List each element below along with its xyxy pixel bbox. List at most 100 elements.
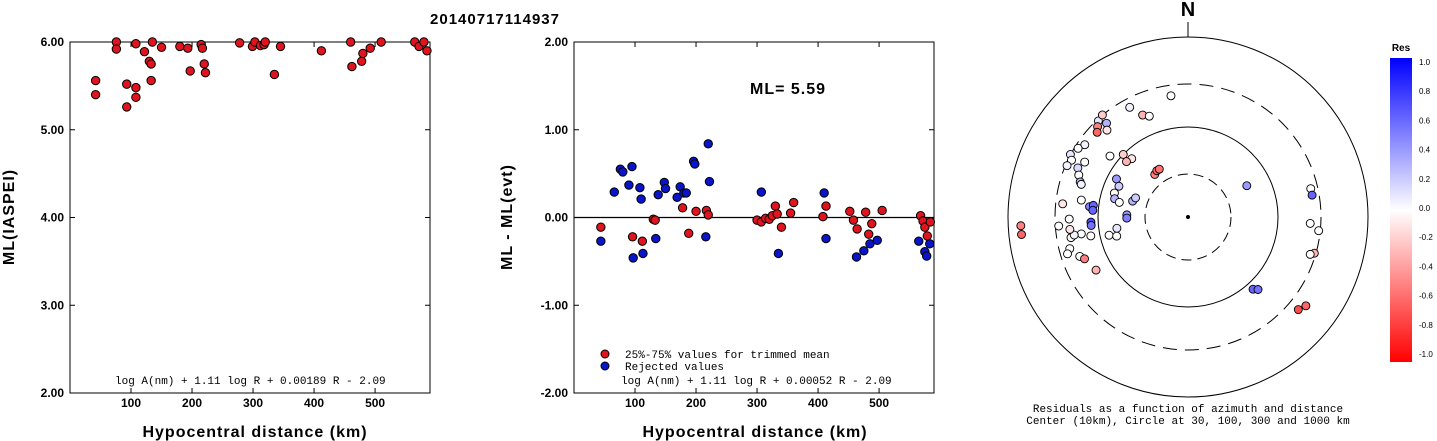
station-point bbox=[1166, 91, 1176, 101]
station-point bbox=[1112, 223, 1122, 233]
x-tick-label: 400 bbox=[304, 396, 324, 410]
data-point bbox=[419, 37, 429, 47]
y-tick-label: 5.00 bbox=[41, 123, 65, 137]
data-point bbox=[185, 66, 195, 76]
data-point bbox=[638, 248, 648, 259]
x-tick-label: 500 bbox=[869, 396, 889, 410]
station-point bbox=[1242, 181, 1252, 191]
legend-label-rejected: Rejected values bbox=[625, 362, 724, 374]
station-point bbox=[1307, 190, 1317, 200]
data-point bbox=[275, 41, 286, 52]
data-point bbox=[345, 37, 356, 47]
x-tick-label: 200 bbox=[686, 396, 706, 410]
x-tick-label: 300 bbox=[747, 396, 767, 410]
data-point bbox=[773, 248, 784, 259]
plot-frame-ml bbox=[69, 41, 431, 394]
data-point bbox=[821, 233, 831, 244]
panel-polar: N Residuals as a function of azimuth and… bbox=[1007, 0, 1369, 428]
station-point bbox=[1112, 174, 1121, 184]
data-point bbox=[914, 236, 924, 246]
station-point bbox=[1076, 229, 1086, 239]
data-point bbox=[200, 68, 211, 78]
data-point bbox=[122, 102, 132, 112]
ml-x-axis-label: Hypocentral distance (km) bbox=[142, 424, 367, 441]
data-point bbox=[925, 217, 936, 227]
station-point bbox=[1080, 140, 1090, 150]
data-point bbox=[234, 38, 245, 48]
station-point bbox=[1122, 157, 1131, 167]
data-point bbox=[867, 218, 877, 229]
station-point bbox=[1092, 127, 1102, 137]
data-point bbox=[925, 239, 935, 249]
station-point bbox=[1301, 301, 1311, 311]
station-point bbox=[1088, 205, 1098, 215]
data-point bbox=[111, 44, 122, 54]
data-point bbox=[122, 79, 132, 89]
data-point bbox=[147, 37, 158, 47]
station-point bbox=[1063, 249, 1072, 259]
station-point bbox=[1305, 249, 1315, 259]
data-point bbox=[183, 43, 193, 53]
station-point bbox=[1114, 181, 1124, 191]
ml-formula: log A(nm) + 1.11 log R + 0.00189 R - 2.0… bbox=[115, 376, 386, 388]
data-point bbox=[635, 182, 645, 193]
data-point bbox=[156, 42, 167, 52]
station-point bbox=[1086, 231, 1096, 241]
data-point bbox=[703, 210, 713, 220]
station-point bbox=[1086, 221, 1096, 230]
data-point bbox=[90, 75, 101, 86]
polar-circle-30km bbox=[1144, 173, 1232, 261]
colorbar: Res 1.0 0.8 0.6 0.4 0.2 0.0 -0.2 -0.4 -0.6 -0.8 -1… bbox=[1390, 43, 1433, 362]
panel-ml: 2.00 3.00 4.00 5.00 6.00 100 200 300 400 500 ML(… bbox=[1, 35, 432, 441]
data-point bbox=[365, 43, 375, 53]
station-point bbox=[1062, 161, 1072, 171]
data-point bbox=[356, 56, 367, 67]
data-point bbox=[90, 89, 101, 100]
station-point bbox=[1314, 226, 1324, 236]
data-point bbox=[627, 232, 638, 242]
data-point bbox=[260, 37, 270, 47]
colorbar-tick-label: 0.0 bbox=[1419, 204, 1431, 213]
data-point bbox=[347, 61, 357, 72]
data-point bbox=[860, 207, 871, 217]
station-point bbox=[1104, 230, 1114, 240]
data-point bbox=[877, 205, 887, 216]
data-point bbox=[131, 39, 141, 49]
polar-caption-line-1: Residuals as a function of azimuth and d… bbox=[1033, 404, 1343, 416]
ml-y-ticks: 2.00 3.00 4.00 5.00 6.00 bbox=[41, 35, 430, 400]
data-point bbox=[852, 224, 862, 234]
station-point bbox=[1091, 265, 1101, 275]
polar-caption-line-2: Center (10km), Circle at 30, 100, 300 an… bbox=[1026, 416, 1350, 428]
station-point bbox=[1105, 151, 1115, 161]
colorbar-tick-label: 0.6 bbox=[1419, 116, 1431, 125]
station-point bbox=[1154, 164, 1164, 174]
data-point bbox=[788, 197, 799, 208]
data-point bbox=[653, 189, 663, 200]
polar-points bbox=[1016, 91, 1324, 315]
x-tick-label: 500 bbox=[365, 396, 385, 410]
data-point bbox=[651, 233, 661, 244]
data-point bbox=[627, 161, 637, 172]
station-point bbox=[1080, 157, 1090, 167]
data-point bbox=[636, 194, 646, 204]
data-point bbox=[776, 222, 787, 232]
ml-x-ticks: 100 200 300 400 500 bbox=[121, 42, 385, 410]
station-point bbox=[1144, 111, 1154, 121]
data-point bbox=[197, 43, 208, 53]
station-point bbox=[1102, 125, 1112, 135]
data-point bbox=[770, 201, 781, 211]
data-point bbox=[819, 188, 829, 198]
y-tick-label: 2.00 bbox=[545, 35, 569, 49]
res-formula: log A(nm) + 1.11 log R + 0.00052 R - 2.0… bbox=[621, 376, 892, 388]
legend: 25%-75% values for trimmed mean Rejected… bbox=[600, 349, 830, 374]
colorbar-title: Res bbox=[1392, 43, 1411, 54]
data-point bbox=[701, 232, 711, 242]
data-point bbox=[139, 46, 150, 57]
colorbar-tick-label: 0.4 bbox=[1419, 146, 1431, 155]
data-point bbox=[596, 222, 606, 232]
station-point bbox=[1112, 231, 1122, 241]
ml-y-axis-label: ML(IASPEI) bbox=[1, 169, 18, 265]
x-tick-label: 400 bbox=[808, 396, 828, 410]
station-point bbox=[1080, 254, 1089, 264]
ml-points bbox=[90, 37, 432, 112]
